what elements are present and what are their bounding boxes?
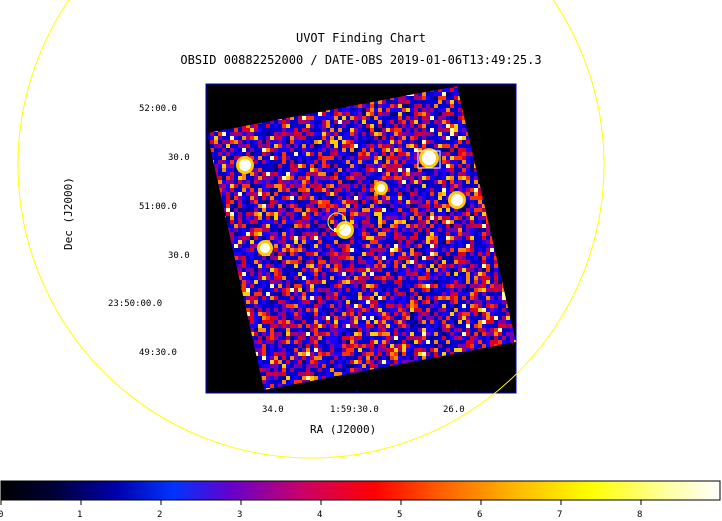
colorbar-tick-label: 6: [477, 510, 483, 520]
y-tick-label: 52:00.0: [139, 104, 177, 114]
finding-chart-image: [17, 0, 605, 459]
star-source: [422, 151, 436, 165]
star-source: [339, 224, 351, 236]
fov-circle: [17, 0, 605, 459]
y-tick-label: 23:50:00.0: [108, 299, 163, 309]
chart-subtitle: OBSID 00882252000 / DATE-OBS 2019-01-06T…: [180, 53, 542, 67]
x-tick-label: 26.0: [443, 405, 465, 415]
star-sources: [236, 148, 466, 256]
colorbar-tick-label: 3: [237, 510, 243, 520]
chart-title: UVOT Finding Chart: [295, 31, 427, 45]
colorbar-tick-label: 2: [157, 510, 163, 520]
colorbar-tick-label: 8: [637, 510, 643, 520]
y-tick-label: 30.0: [168, 153, 190, 163]
x-tick-label: 34.0: [262, 405, 284, 415]
colorbar-tick-label: 7: [557, 510, 563, 520]
x-axis-title: RA (J2000): [310, 423, 377, 436]
star-source: [451, 194, 463, 206]
y-axis-title: Dec (J2000): [62, 177, 75, 250]
y-tick-label: 51:00.0: [139, 202, 177, 212]
colorbar-gradient: [0, 480, 721, 501]
target-circle: [327, 212, 347, 232]
colorbar-tick-label: 0: [0, 510, 4, 520]
colorbar-tick-label: 4: [317, 510, 323, 520]
y-tick-label: 30.0: [168, 251, 190, 261]
x-tick-label: 1:59:30.0: [330, 405, 379, 415]
star-source: [260, 243, 270, 253]
colorbar-tick-label: 5: [397, 510, 403, 520]
colorbar-tick-label: 1: [77, 510, 83, 520]
source-box-marker: [417, 150, 441, 169]
star-source: [239, 159, 251, 171]
y-tick-label: 49:30.0: [139, 348, 177, 358]
star-source: [377, 184, 385, 192]
